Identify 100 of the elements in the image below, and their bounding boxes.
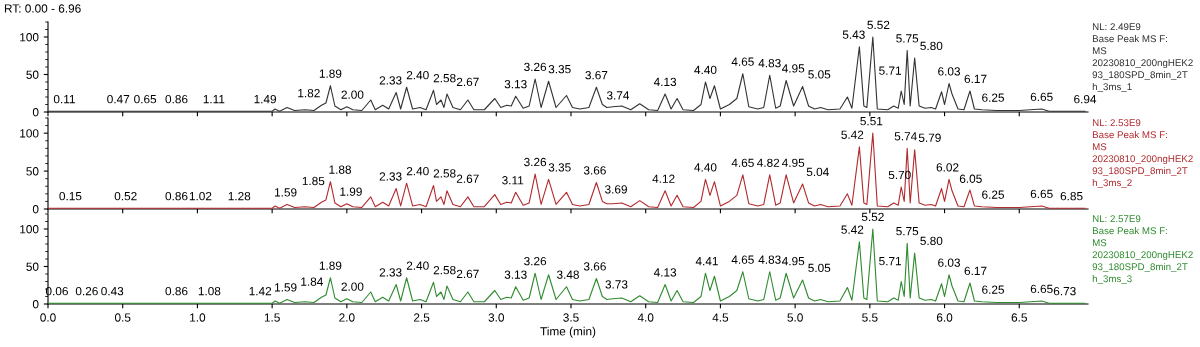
annotation: 5.79 bbox=[918, 133, 941, 142]
annotation: 4.95 bbox=[781, 64, 805, 73]
annotation: 4.41 bbox=[695, 257, 718, 266]
annotation: 6.94 bbox=[1074, 95, 1097, 104]
annotation: 4.65 bbox=[731, 255, 754, 264]
annotation: 1.49 bbox=[254, 95, 277, 104]
text: MS bbox=[1092, 143, 1107, 151]
annotation: 2.33 bbox=[379, 268, 402, 277]
annotation: 6.03 bbox=[938, 258, 961, 267]
annotation: 6.73 bbox=[1053, 287, 1076, 296]
x-tick-label: 5.5 bbox=[862, 313, 878, 322]
text: Base Peak MS F: bbox=[1092, 227, 1167, 235]
x-tick-label: 3.0 bbox=[488, 313, 505, 322]
annotation: 2.67 bbox=[456, 269, 479, 279]
x-tick-label: 2.5 bbox=[413, 313, 430, 322]
text: NL: 2.49E9 bbox=[1092, 23, 1141, 31]
annotation: 1.84 bbox=[301, 277, 323, 286]
text: NL: 2.57E9 bbox=[1092, 215, 1141, 223]
annotation: 2.67 bbox=[456, 77, 479, 87]
annotation: 4.95 bbox=[781, 257, 805, 266]
annotation: 6.25 bbox=[982, 93, 1005, 102]
annotation: 5.05 bbox=[808, 263, 831, 273]
annotation: 5.71 bbox=[879, 257, 902, 266]
x-tick-label: 6.5 bbox=[1011, 313, 1027, 322]
annotation: 2.58 bbox=[433, 74, 456, 83]
text: MS bbox=[1092, 47, 1107, 55]
annotation: 3.13 bbox=[504, 80, 527, 89]
annotation: 5.43 bbox=[842, 30, 865, 39]
text: 93_180SPD_8min_2T bbox=[1092, 71, 1188, 80]
annotation: 3.73 bbox=[605, 280, 628, 289]
y-tick-label: 50 bbox=[26, 262, 39, 271]
x-tick-label: 5.0 bbox=[787, 313, 803, 322]
annotation: 1.85 bbox=[302, 176, 325, 186]
annotation: 2.33 bbox=[379, 172, 402, 181]
x-tick-label: 4.5 bbox=[712, 313, 729, 322]
y-tick-label: 100 bbox=[20, 33, 39, 42]
y-tick-label: 0 bbox=[32, 205, 39, 214]
annotation: 3.74 bbox=[606, 91, 630, 100]
annotation: 0.43 bbox=[101, 287, 124, 296]
text: NL: 2.53E9 bbox=[1092, 119, 1141, 127]
annotation: 5.51 bbox=[860, 117, 883, 126]
text: h_3ms_1 bbox=[1092, 83, 1132, 92]
annotation: 3.67 bbox=[585, 71, 608, 80]
x-tick-label: 0.5 bbox=[114, 313, 131, 322]
annotation: 3.66 bbox=[583, 166, 606, 175]
annotation: 2.58 bbox=[433, 266, 456, 275]
annotation: 4.65 bbox=[731, 158, 754, 167]
x-axis-title: Time (min) bbox=[540, 326, 596, 338]
x-tick-label: 1.0 bbox=[190, 313, 206, 322]
annotation: 0.86 bbox=[165, 191, 188, 201]
annotation: 1.59 bbox=[275, 188, 297, 197]
annotation: 6.85 bbox=[1060, 191, 1083, 201]
text: 93_180SPD_8min_2T bbox=[1092, 263, 1188, 272]
annotation: 0.52 bbox=[114, 191, 137, 201]
annotation: 3.26 bbox=[524, 157, 547, 167]
text: Base Peak MS F: bbox=[1092, 131, 1167, 139]
annotation: 6.17 bbox=[964, 74, 987, 84]
annotation: 5.75 bbox=[896, 34, 919, 43]
annotation: 1.59 bbox=[275, 283, 297, 292]
annotation: 1.11 bbox=[203, 95, 225, 104]
annotation: 4.83 bbox=[758, 255, 781, 264]
text: h_3ms_2 bbox=[1092, 179, 1132, 188]
x-tick-label: 4.0 bbox=[637, 313, 654, 322]
text: 20230810_200ngHEK2 bbox=[1092, 59, 1193, 69]
annotation: 5.80 bbox=[920, 41, 943, 51]
annotation: 5.71 bbox=[879, 66, 902, 75]
annotation: 0.86 bbox=[165, 287, 188, 296]
annotation: 2.67 bbox=[456, 174, 479, 183]
annotation: 5.42 bbox=[841, 225, 864, 234]
annotation: 1.82 bbox=[298, 89, 320, 98]
annotation: 2.40 bbox=[406, 166, 429, 176]
annotation: 6.65 bbox=[1030, 189, 1053, 199]
y-tick-label: 50 bbox=[26, 70, 39, 79]
annotation: 3.48 bbox=[556, 270, 579, 279]
y-tick-label: 50 bbox=[26, 167, 39, 176]
annotation: 3.35 bbox=[548, 163, 571, 172]
annotation: 1.42 bbox=[249, 287, 272, 296]
annotation: 5.52 bbox=[861, 212, 884, 222]
text: MS bbox=[1092, 239, 1107, 247]
annotation: 0.26 bbox=[75, 287, 98, 296]
annotation: 1.88 bbox=[329, 165, 352, 174]
annotation: 3.11 bbox=[502, 176, 524, 185]
text: 20230810_200ngHEK2 bbox=[1092, 155, 1193, 165]
annotation: 4.65 bbox=[731, 57, 754, 66]
annotation: 6.25 bbox=[982, 285, 1005, 294]
annotation: 4.83 bbox=[758, 59, 781, 68]
annotation: 0.65 bbox=[134, 95, 157, 104]
y-tick-label: 0 bbox=[32, 108, 39, 117]
annotation: 3.26 bbox=[524, 62, 547, 72]
annotation: 6.05 bbox=[959, 174, 982, 183]
x-tick-label: 6.0 bbox=[936, 313, 953, 322]
annotation: 1.89 bbox=[319, 261, 342, 270]
annotation: 4.40 bbox=[694, 163, 717, 172]
annotation: 2.40 bbox=[406, 261, 429, 270]
annotation: 5.75 bbox=[896, 227, 919, 236]
annotation: 1.28 bbox=[228, 191, 251, 201]
annotation: 4.13 bbox=[653, 268, 677, 277]
chart-title: RT: 0.00 - 6.96 bbox=[4, 4, 81, 13]
annotation: 0.47 bbox=[107, 95, 130, 104]
annotation: 6.65 bbox=[1030, 284, 1053, 294]
